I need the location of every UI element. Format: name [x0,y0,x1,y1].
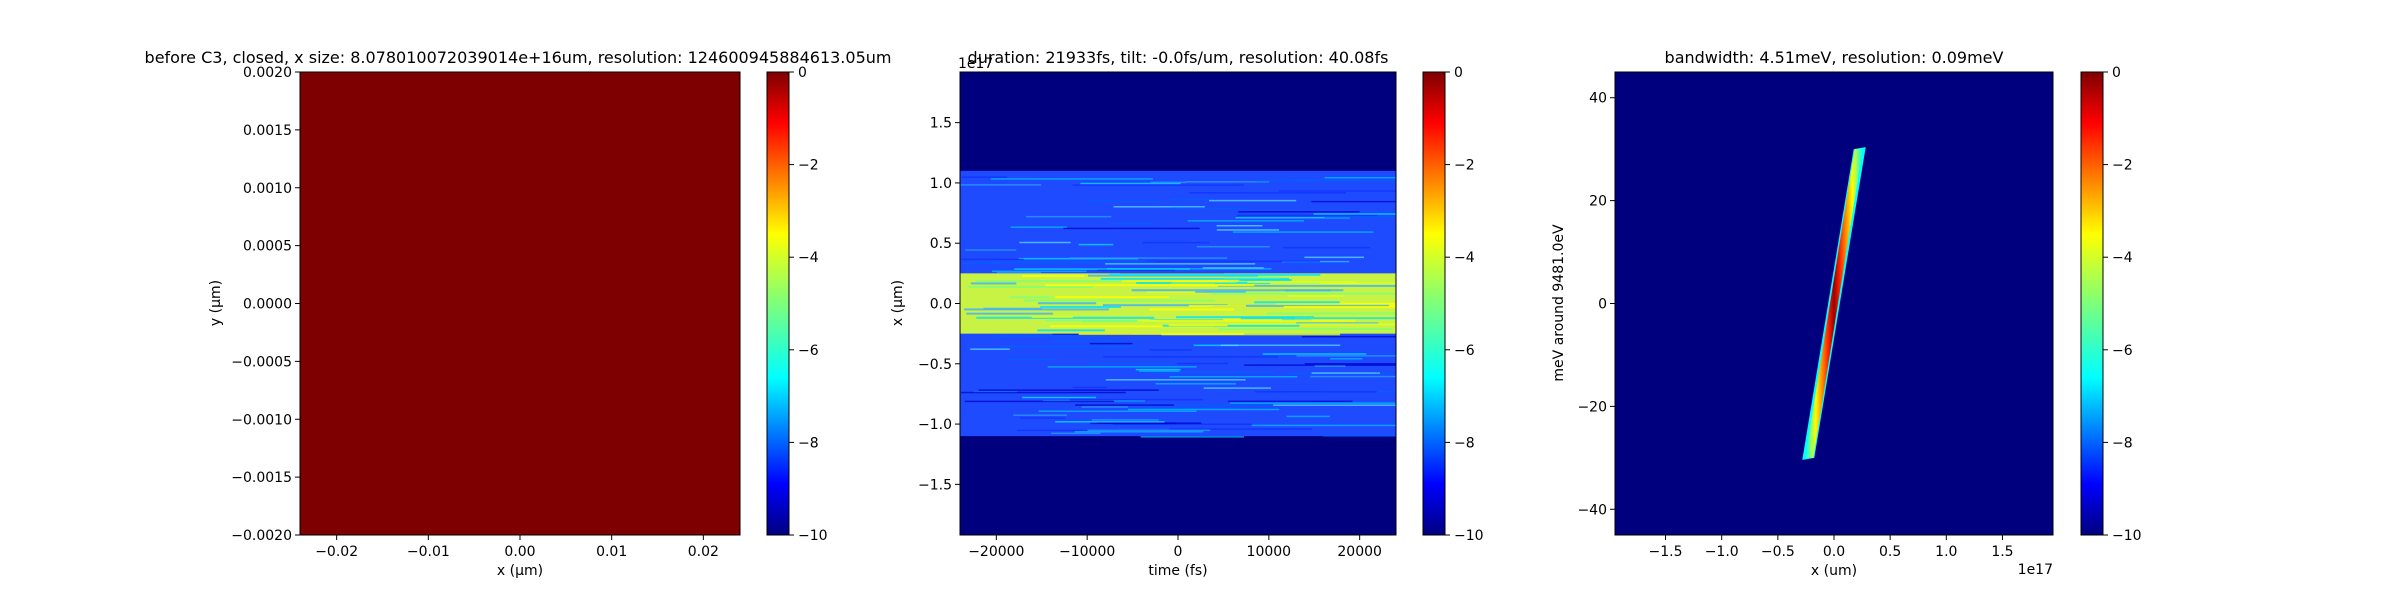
panel-2-x-ticks: −20000 −10000 0 10000 20000 [968,535,1382,560]
panel-3-y-ticks: −40 −20 0 20 40 [1577,91,1615,518]
y-tick-label: 1.0 [930,176,952,192]
colorbar-tick-label: −10 [2112,528,2142,544]
panel-2-core-streaks [964,273,1396,336]
x-tick-label: 0.01 [596,544,627,560]
panel-2-colorbar-ramp [1422,71,1446,536]
x-tick-label: −0.02 [315,544,358,560]
y-tick-label: 0.0000 [243,297,292,313]
y-tick-label: −1.0 [918,417,952,433]
x-tick-label: 0.0 [1823,544,1845,560]
panel-2-ylabel: x (μm) [890,280,906,326]
panel-1-ylabel: y (μm) [208,280,224,326]
x-tick-label: 1.0 [1935,544,1957,560]
panel-3-title: bandwidth: 4.51meV, resolution: 0.09meV [1665,48,2004,67]
colorbar-tick-label: −6 [1454,343,1475,359]
colorbar-tick-label: −6 [2112,343,2133,359]
y-tick-label: 1.5 [930,116,952,132]
panel-3-colorbar: 0 −2 −4 −6 −8 −10 [2080,65,2142,544]
panel-3-x-ticks: −1.5 −1.0 −0.5 0.0 0.5 1.0 1.5 [1649,535,2014,560]
panel-1-xlabel: x (μm) [497,563,543,579]
colorbar-tick-label: −4 [798,250,819,266]
y-tick-label: −1.5 [918,477,952,493]
panel-2-frame [959,71,1397,536]
panel-1-colorbar: 0 −2 −4 −6 −8 −10 [766,65,828,544]
y-tick-label: 0.0020 [243,65,292,81]
panel-1-y-ticks: −0.0020 −0.0015 −0.0010 −0.0005 0.0000 0.0005… [231,65,300,544]
x-tick-label: 20000 [1337,544,1382,560]
y-tick-label: 0.0005 [243,239,292,255]
panel-2-y-offset: 1e17 [958,56,993,72]
colorbar-tick-label: −6 [798,343,819,359]
x-tick-label: −10000 [1059,544,1115,560]
y-tick-label: 0.0 [930,297,952,313]
y-tick-label: 40 [1589,91,1607,107]
panel-2: duration: 21933fs, tilt: -0.0fs/um, reso… [890,48,1484,579]
y-tick-label: 0.0015 [243,123,292,139]
panel-1-frame [299,71,741,536]
y-tick-label: −40 [1577,502,1607,518]
panel-2-y-ticks: −1.5 −1.0 −0.5 0.0 0.5 1.0 1.5 [918,116,960,493]
x-tick-label: −1.5 [1649,544,1683,560]
panel-1-field [300,72,740,535]
y-tick-label: −0.0005 [231,354,292,370]
panel-3-frame [1614,71,2054,536]
panel-3-ylabel: meV around 9481.0eV [1551,224,1567,382]
panel-1-colorbar-ramp [766,71,790,536]
colorbar-tick-label: −4 [2112,250,2133,266]
panel-2-colorbar: 0 −2 −4 −6 −8 −10 [1422,65,1484,544]
panel-3-streak [1805,149,1863,458]
x-tick-label: 0.02 [688,544,719,560]
y-tick-label: 0 [1598,297,1607,313]
y-tick-label: −0.0015 [231,470,292,486]
colorbar-tick-label: 0 [798,65,807,81]
colorbar-tick-label: 0 [2112,65,2121,81]
x-tick-label: −20000 [968,544,1024,560]
x-tick-label: −0.01 [407,544,450,560]
x-tick-label: −0.5 [1761,544,1795,560]
colorbar-tick-label: 0 [1454,65,1463,81]
colorbar-tick-label: −10 [1454,528,1484,544]
panel-3-colorbar-ramp [2080,71,2104,536]
x-tick-label: 10000 [1247,544,1292,560]
x-tick-label: 1.5 [1991,544,2013,560]
panel-3: bandwidth: 4.51meV, resolution: 0.09meV … [1551,48,2142,579]
colorbar-tick-label: −2 [1454,158,1475,174]
y-tick-label: −20 [1577,399,1607,415]
panel-3-x-offset: 1e17 [2018,562,2053,578]
y-tick-label: −0.5 [918,357,952,373]
panel-2-xlabel: time (fs) [1148,563,1207,579]
y-tick-label: −0.0020 [231,528,292,544]
colorbar-tick-label: −4 [1454,250,1475,266]
x-tick-label: 0.5 [1879,544,1901,560]
x-tick-label: 0 [1174,544,1183,560]
colorbar-tick-label: −8 [1454,435,1475,451]
y-tick-label: −0.0010 [231,412,292,428]
y-tick-label: 0.0010 [243,181,292,197]
y-tick-label: 20 [1589,194,1607,210]
y-tick-label: 0.5 [930,236,952,252]
panel-1-x-ticks: −0.02 −0.01 0.00 0.01 0.02 [315,535,719,560]
colorbar-tick-label: −2 [2112,158,2133,174]
colorbar-tick-label: −10 [798,528,828,544]
panel-1-title: before C3, closed, x size: 8.07801007203… [145,48,892,67]
x-tick-label: −1.0 [1705,544,1739,560]
colorbar-tick-label: −8 [2112,435,2133,451]
panel-2-title: duration: 21933fs, tilt: -0.0fs/um, reso… [968,48,1389,67]
colorbar-tick-label: −2 [798,158,819,174]
colorbar-tick-label: −8 [798,435,819,451]
panel-1: before C3, closed, x size: 8.07801007203… [145,48,892,579]
panel-3-xlabel: x (um) [1811,563,1857,579]
x-tick-label: 0.00 [504,544,535,560]
